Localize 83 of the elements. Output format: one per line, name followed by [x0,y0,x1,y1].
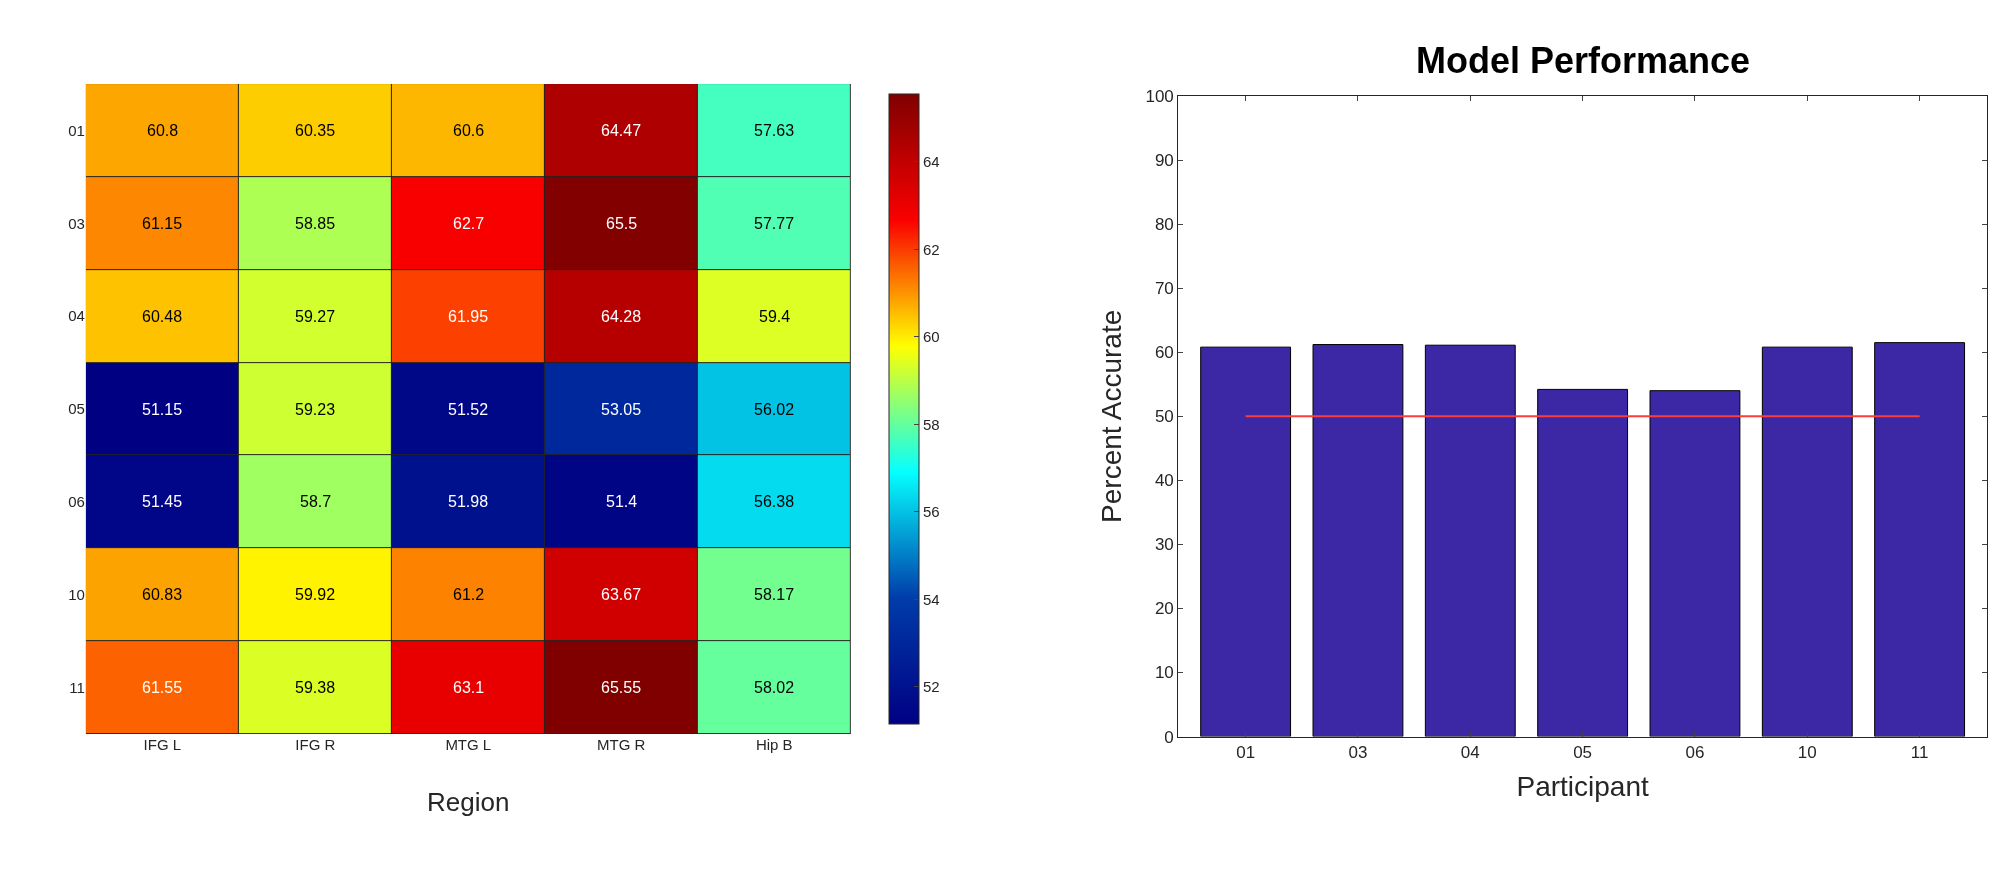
y-tick-label: 11 [69,678,85,696]
bar [1312,344,1404,737]
data-label: 60.8 [147,122,179,139]
bar [1537,388,1629,737]
color-bar-label: 60 [923,328,940,346]
x-tick-label: 03 [1348,743,1368,763]
y-tick-label: 0 [1164,727,1174,747]
data-label: 64.28 [601,308,642,325]
y-tick-label: 40 [1154,471,1174,491]
x-tick-label: 01 [1236,743,1256,763]
y-tick-label: 10 [1154,663,1174,683]
y-tick-label: 60 [1154,343,1174,363]
data-label: 59.27 [295,308,336,325]
x-tick-label: 05 [1573,743,1593,763]
data-label: 58.7 [300,493,332,510]
y-tick-label: 90 [1154,151,1174,171]
color-bar-label: 52 [923,678,940,696]
y-axis-title: Percent Accurate [1096,309,1128,523]
color-bar-label: 56 [923,503,940,521]
x-tick-label: Hip B [755,736,793,754]
y-tick-label: 10 [68,586,85,604]
color-bar-label: 54 [923,590,940,608]
x-tick-label: MTG L [445,736,492,754]
x-axis-title: Participant [1516,771,1649,803]
y-tick-label: 04 [68,307,85,325]
data-label: 63.1 [453,679,485,696]
data-label: 61.95 [448,308,489,325]
data-label: 51.98 [448,493,489,510]
y-tick-label: 100 [1145,86,1174,106]
data-label: 56.38 [754,493,795,510]
data-label: 65.5 [606,215,638,232]
data-label: 51.45 [142,493,183,510]
chart-title: Model Performance [1416,40,1751,81]
bar [1874,342,1966,737]
x-tick-label: 04 [1460,743,1480,763]
data-label: 56.02 [754,401,795,418]
data-label: 60.83 [142,586,183,603]
y-tick-label: 70 [1154,279,1174,299]
data-label: 59.23 [295,401,336,418]
data-label: 58.17 [754,586,795,603]
data-label: 61.15 [142,215,183,232]
data-label: 62.7 [453,215,485,232]
data-label: 58.02 [754,679,795,696]
data-label: 60.48 [142,308,183,325]
x-tick-label: MTG R [597,736,646,754]
x-tick-label: 10 [1797,743,1817,763]
y-tick-label: 30 [1154,535,1174,555]
y-tick-label: 20 [1154,599,1174,619]
bar [1200,346,1292,737]
data-label: 57.77 [754,215,795,232]
data-label: 61.2 [453,586,485,603]
x-tick-label: 06 [1685,743,1705,763]
bar [1424,344,1516,737]
data-label: 58.85 [295,215,336,232]
color-bar-label: 58 [923,415,940,433]
color-bar-label: 62 [923,240,940,258]
y-tick-label: 01 [68,121,85,139]
y-tick-label: 50 [1154,407,1174,427]
data-label: 53.05 [601,401,642,418]
y-tick-label: 80 [1154,215,1174,235]
y-tick-label: 06 [68,493,85,511]
data-label: 59.4 [759,308,791,325]
data-label: 65.55 [601,679,642,696]
data-label: 51.15 [142,401,183,418]
data-label: 60.35 [295,122,336,139]
data-label: 51.52 [448,401,489,418]
y-tick-label: 03 [68,214,85,232]
x-tick-label: IFG L [143,736,182,754]
bar [1761,346,1853,737]
data-label: 59.38 [295,679,336,696]
color-bar-label: 64 [923,153,940,171]
x-axis-title: Region [427,786,510,817]
data-label: 61.55 [142,679,183,696]
data-label: 51.4 [606,493,638,510]
x-tick-label: IFG R [295,736,336,754]
x-tick-label: 11 [1910,743,1929,763]
data-label: 59.92 [295,586,336,603]
data-label: 60.6 [453,122,485,139]
data-label: 63.67 [601,586,642,603]
data-label: 64.47 [601,122,642,139]
data-label: 57.63 [754,122,795,139]
y-tick-label: 05 [68,400,85,418]
bar [1649,390,1741,737]
